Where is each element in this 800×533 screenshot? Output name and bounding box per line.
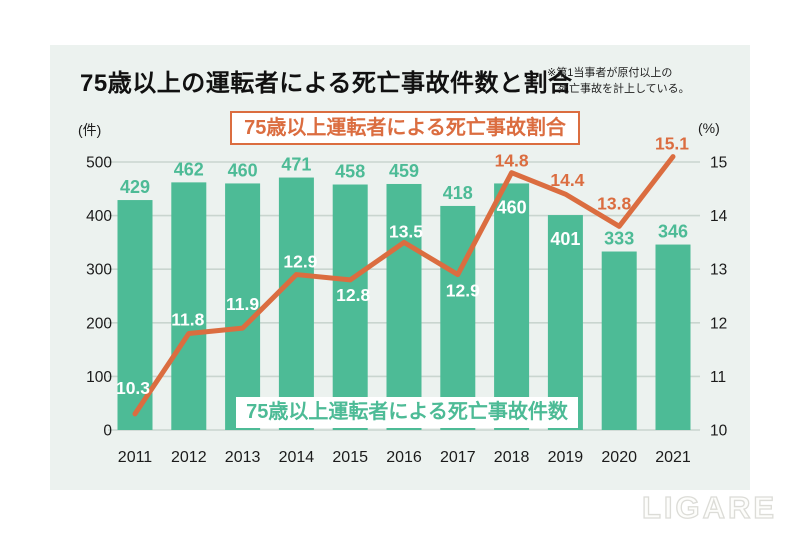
left-axis-tick-label: 200 bbox=[86, 315, 112, 332]
bar-value-label: 418 bbox=[443, 183, 473, 203]
bar bbox=[225, 183, 261, 430]
right-axis-tick-label: 14 bbox=[710, 208, 728, 225]
x-axis-tick-label: 2018 bbox=[494, 449, 530, 466]
chart-canvas: 0 100 200 300 400 500 10 11 12 13 14 15 429 462 460 471… bbox=[86, 134, 728, 466]
bar-value-label: 459 bbox=[389, 161, 419, 181]
rate-point-label: 14.4 bbox=[550, 170, 584, 190]
bar bbox=[332, 184, 368, 430]
left-axis-unit: (件) bbox=[78, 122, 102, 138]
bar bbox=[601, 251, 637, 430]
left-axis-tick-label: 0 bbox=[103, 423, 112, 440]
bar-value-label: 460 bbox=[497, 197, 527, 217]
bar bbox=[655, 244, 691, 430]
bar-value-label: 429 bbox=[120, 177, 150, 197]
watermark-logo: LIGARE bbox=[641, 489, 778, 525]
x-axis-tick-label: 2011 bbox=[118, 449, 153, 466]
left-axis-tick-label: 400 bbox=[86, 208, 112, 225]
rate-point-label: 10.3 bbox=[116, 378, 150, 398]
x-axis-tick-label: 2015 bbox=[332, 449, 368, 466]
bar-value-label: 462 bbox=[174, 159, 204, 179]
bar-value-label: 333 bbox=[604, 229, 634, 249]
right-axis-tick-label: 11 bbox=[710, 369, 726, 386]
bar-value-label: 458 bbox=[335, 162, 365, 182]
legend-count-label: 75歳以上運転者による死亡事故件数 bbox=[236, 397, 578, 428]
right-axis-unit: (%) bbox=[698, 120, 720, 136]
rate-point-label: 11.9 bbox=[226, 294, 259, 314]
rate-line bbox=[132, 154, 676, 417]
rate-point-label: 14.8 bbox=[495, 151, 529, 171]
right-axis-tick-label: 10 bbox=[710, 423, 728, 440]
x-axis-tick-label: 2014 bbox=[279, 449, 315, 466]
x-axis-tick-label: 2013 bbox=[225, 449, 261, 466]
source-note-line1: ※第1当事者が原付以上の bbox=[547, 67, 673, 79]
x-axis-tick-label: 2019 bbox=[548, 449, 584, 466]
bar bbox=[494, 183, 530, 430]
rate-point-label: 12.9 bbox=[446, 281, 480, 301]
left-axis-tick-label: 500 bbox=[86, 155, 112, 172]
right-axis-tick-label: 13 bbox=[710, 262, 727, 279]
bar bbox=[278, 177, 314, 430]
source-note-line2: 死亡事故を計上している。 bbox=[558, 82, 690, 95]
x-axis-tick-label: 2021 bbox=[655, 449, 691, 466]
chart-card: 75歳以上の運転者による死亡事故件数と割合 ※第1当事者が原付以上の 死亡事故を… bbox=[50, 45, 750, 490]
left-axis-tick-label: 100 bbox=[86, 369, 112, 386]
x-axis-tick-label: 2016 bbox=[386, 449, 422, 466]
bar bbox=[440, 205, 476, 430]
legend-rate-label: 75歳以上運転者による死亡事故割合 bbox=[230, 111, 580, 145]
right-axis-tick-label: 15 bbox=[710, 155, 727, 172]
bar-value-label: 401 bbox=[550, 229, 580, 249]
x-axis-tick-label: 2017 bbox=[440, 449, 476, 466]
x-axis-tick-label: 2012 bbox=[171, 449, 207, 466]
bar-value-label: 346 bbox=[658, 222, 688, 242]
rate-point-label: 15.1 bbox=[655, 134, 689, 154]
bar-value-label: 460 bbox=[228, 160, 258, 180]
bar bbox=[117, 200, 153, 430]
x-axis-tick-label: 2020 bbox=[601, 449, 637, 466]
chart-title: 75歳以上の運転者による死亡事故件数と割合 bbox=[80, 70, 573, 97]
bar bbox=[171, 182, 207, 430]
bar bbox=[547, 215, 583, 430]
rate-point-label: 12.8 bbox=[336, 285, 370, 305]
right-axis-tick-label: 12 bbox=[710, 315, 727, 332]
rate-point-label: 12.9 bbox=[283, 252, 317, 272]
rate-point-label: 13.5 bbox=[389, 221, 423, 241]
bar-value-label: 471 bbox=[281, 155, 311, 175]
source-note: ※第1当事者が原付以上の 死亡事故を計上している。 bbox=[547, 66, 690, 98]
rate-point-label: 13.8 bbox=[597, 193, 631, 213]
left-axis-tick-label: 300 bbox=[86, 262, 112, 279]
bar bbox=[386, 183, 422, 430]
rate-point-label: 11.8 bbox=[171, 310, 204, 330]
